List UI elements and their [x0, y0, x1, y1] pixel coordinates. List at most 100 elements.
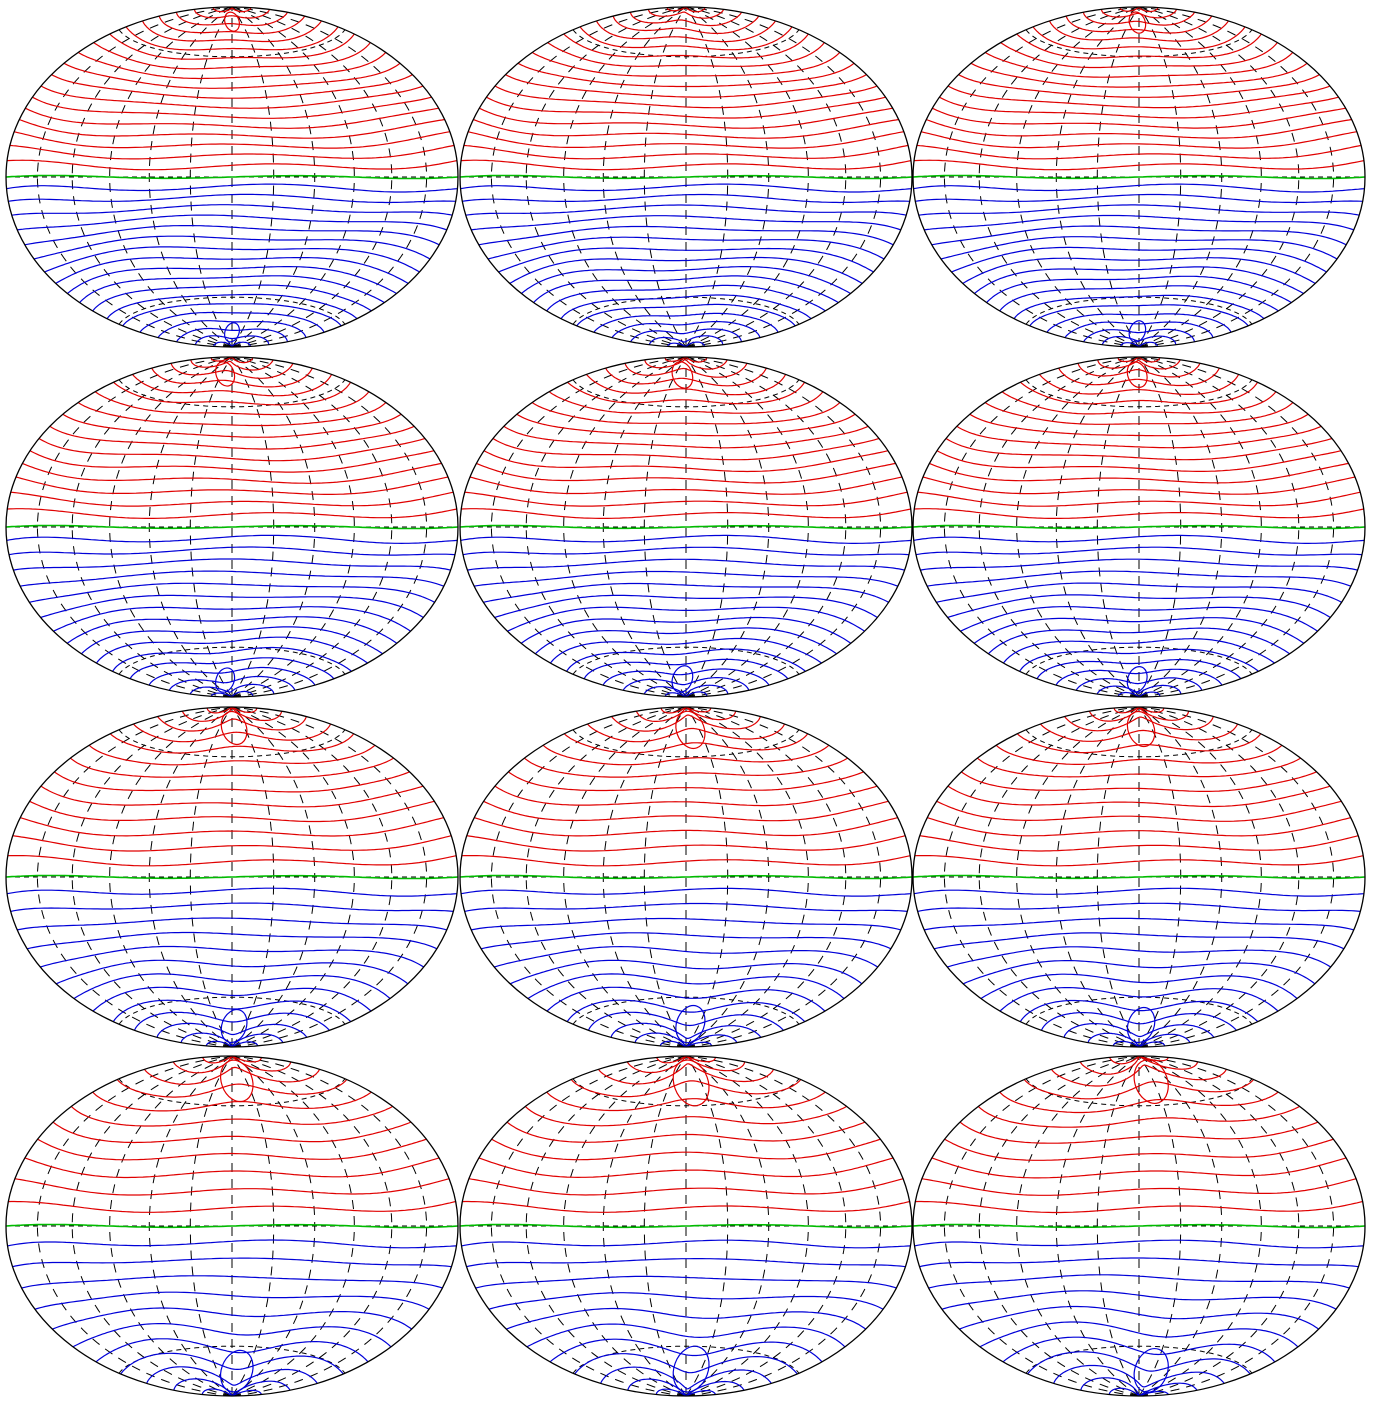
negative-contour — [494, 594, 878, 619]
zero-contour — [6, 524, 458, 530]
positive-contour — [517, 62, 855, 88]
positive-contour — [929, 462, 1349, 484]
meridian-line — [148, 707, 233, 1047]
positive-contour-loop — [671, 361, 694, 389]
positive-contour — [494, 785, 878, 807]
positive-contour — [77, 51, 387, 80]
negative-contour — [29, 582, 435, 603]
negative-contour — [1083, 328, 1195, 343]
positive-contour — [132, 374, 333, 397]
meridian-line — [1138, 7, 1262, 347]
zero-contour — [913, 174, 1365, 180]
negative-contour — [959, 1305, 1319, 1330]
negative-contour — [112, 646, 352, 672]
positive-contour-loop — [219, 1059, 254, 1103]
negative-contour-loop — [675, 1004, 706, 1044]
negative-contour — [610, 1022, 762, 1039]
positive-contour — [959, 1121, 1319, 1144]
negative-contour — [1019, 648, 1259, 672]
positive-contour — [40, 785, 424, 808]
positive-contour — [486, 96, 886, 119]
negative-contour — [464, 902, 908, 912]
positive-contour — [1109, 1056, 1169, 1065]
positive-contour — [461, 508, 911, 519]
parallel-line — [572, 1078, 800, 1107]
positive-contour — [516, 413, 856, 437]
zero-contour — [913, 1223, 1365, 1229]
negative-contour — [10, 902, 454, 912]
negative-contour — [19, 570, 445, 587]
map-outline — [459, 356, 913, 698]
positive-contour — [1117, 357, 1161, 363]
map-outline — [912, 6, 1366, 348]
negative-contour — [461, 1239, 911, 1249]
negative-contour — [655, 1388, 717, 1396]
positive-contour — [70, 757, 394, 778]
positive-contour-loop — [224, 11, 240, 32]
positive-contour — [548, 391, 824, 414]
negative-contour — [1003, 638, 1275, 664]
negative-contour — [1120, 341, 1158, 347]
meridian-line — [685, 1056, 729, 1396]
negative-contour — [146, 1366, 318, 1386]
parallel-line — [1025, 646, 1253, 675]
negative-contour — [924, 917, 1354, 931]
positive-contour — [1119, 7, 1159, 13]
positive-contour-loop — [1133, 1059, 1169, 1104]
negative-contour — [1029, 304, 1249, 327]
negative-contour — [549, 1338, 823, 1363]
meridian-line — [602, 1056, 687, 1396]
negative-contour — [917, 902, 1361, 912]
positive-contour — [984, 51, 1294, 78]
positive-contour — [947, 785, 1331, 808]
positive-contour-loop — [675, 710, 706, 750]
parallel-line — [1025, 379, 1253, 408]
zero-contour — [913, 874, 1365, 880]
negative-contour — [974, 266, 1304, 295]
map-panel-r4c3 — [912, 1055, 1366, 1397]
negative-contour — [66, 616, 398, 644]
negative-contour — [17, 214, 447, 231]
negative-contour — [96, 636, 368, 664]
negative-contour — [664, 691, 708, 697]
positive-contour — [624, 363, 748, 378]
positive-contour — [37, 1138, 427, 1161]
negative-contour — [26, 931, 438, 950]
negative-contour — [999, 285, 1279, 312]
meridian-line — [1138, 707, 1182, 1047]
positive-contour — [1097, 359, 1181, 370]
negative-contour — [465, 204, 907, 216]
positive-contour — [563, 733, 809, 754]
map-outline — [5, 706, 459, 1048]
positive-contour — [919, 835, 1359, 852]
positive-contour — [961, 771, 1317, 792]
positive-contour — [506, 1121, 866, 1143]
meridian-line — [1055, 7, 1140, 347]
positive-contour — [567, 381, 806, 405]
positive-contour — [936, 800, 1342, 822]
negative-contour — [534, 627, 837, 655]
positive-contour — [141, 20, 322, 43]
negative-contour — [475, 1275, 897, 1289]
positive-contour — [132, 723, 332, 743]
negative-contour — [6, 183, 458, 193]
meridian-line — [685, 7, 729, 347]
negative-contour — [40, 594, 424, 619]
positive-contour — [644, 358, 728, 370]
negative-contour — [926, 570, 1352, 587]
negative-contour — [602, 668, 770, 686]
negative-contour — [546, 986, 826, 1012]
meridian-line — [1138, 7, 1335, 347]
positive-contour — [524, 757, 848, 778]
positive-contour — [29, 800, 435, 823]
map-panel-r3c3 — [912, 706, 1366, 1048]
positive-contour — [1064, 716, 1214, 732]
negative-contour — [494, 945, 879, 968]
negative-contour — [947, 946, 1332, 968]
meridian-line — [602, 7, 687, 347]
negative-contour — [488, 1292, 884, 1310]
negative-contour — [931, 225, 1347, 246]
positive-contour — [483, 800, 889, 822]
negative-contour — [189, 683, 275, 695]
